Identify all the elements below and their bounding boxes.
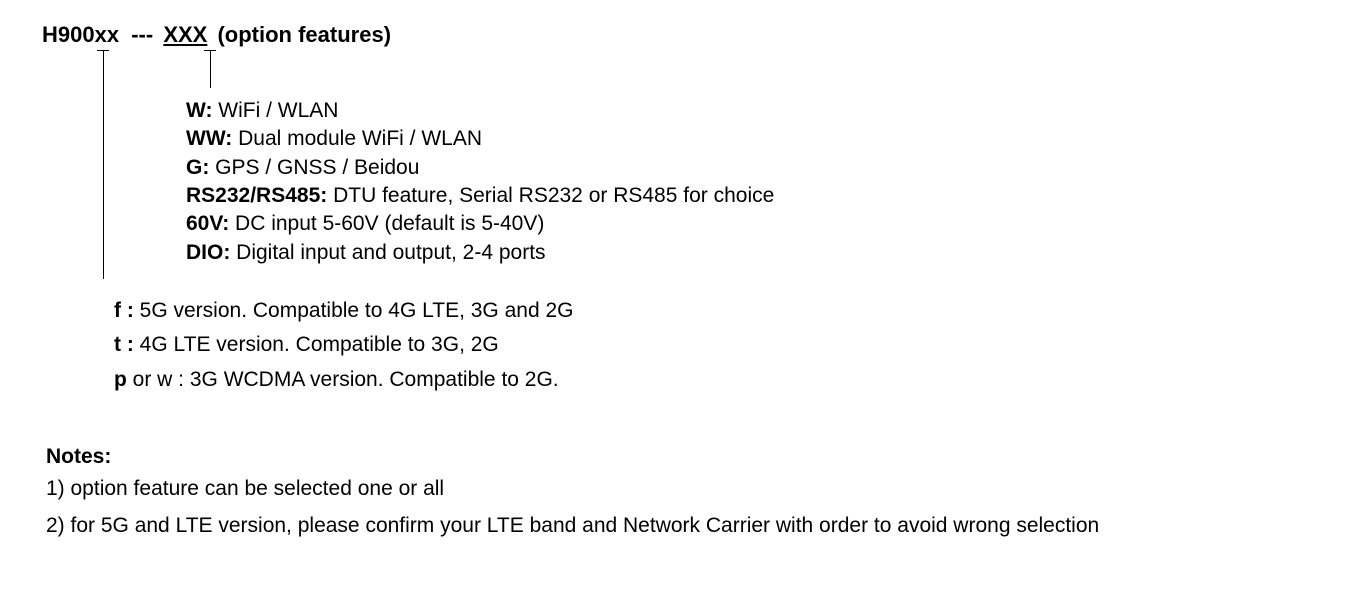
xxx-feature-row: G: GPS / GNSS / Beidou <box>186 154 774 182</box>
notes-item: 1) option feature can be selected one or… <box>46 475 1099 503</box>
xxx-feature-row: RS232/RS485: DTU feature, Serial RS232 o… <box>186 182 774 210</box>
tree-line-xx <box>103 50 104 279</box>
xx-version-row: f : 5G version. Compatible to 4G LTE, 3G… <box>114 297 573 325</box>
xxx-code: DIO: <box>186 241 230 264</box>
xxx-feature-row: DIO: Digital input and output, 2-4 ports <box>186 239 774 267</box>
notes-block: Notes: 1) option feature can be selected… <box>46 443 1099 548</box>
xx-desc: or w : 3G WCDMA version. Compatible to 2… <box>133 368 559 391</box>
xxx-desc: Digital input and output, 2-4 ports <box>230 241 545 264</box>
xxx-code: W: <box>186 99 212 122</box>
notes-item: 2) for 5G and LTE version, please confir… <box>46 512 1099 540</box>
title-model: H900xx <box>42 22 119 47</box>
notes-heading: Notes: <box>46 443 1099 471</box>
xx-desc: 4G LTE version. Compatible to 3G, 2G <box>140 333 499 356</box>
xxx-feature-row: 60V: DC input 5-60V (default is 5-40V) <box>186 210 774 238</box>
xxx-desc: Dual module WiFi / WLAN <box>232 127 482 150</box>
xx-code: p <box>114 368 133 391</box>
title-xxx: XXX <box>163 22 207 47</box>
page-root: H900xx --- XXX (option features) W: WiFi… <box>0 0 1360 604</box>
xxx-code: RS232/RS485: <box>186 184 327 207</box>
tree-tick-xx <box>97 50 109 51</box>
tree-tick-xxx <box>204 50 216 51</box>
xxx-feature-row: WW: Dual module WiFi / WLAN <box>186 125 774 153</box>
xxx-desc: DC input 5-60V (default is 5-40V) <box>229 212 544 235</box>
title-tail: (option features) <box>217 22 391 47</box>
xxx-desc: DTU feature, Serial RS232 or RS485 for c… <box>327 184 774 207</box>
title-dashes: --- <box>131 22 153 47</box>
xxx-desc: GPS / GNSS / Beidou <box>209 156 419 179</box>
xx-version-row: t : 4G LTE version. Compatible to 3G, 2G <box>114 331 573 359</box>
xxx-code: WW: <box>186 127 232 150</box>
xxx-desc: WiFi / WLAN <box>212 99 338 122</box>
xx-code: t : <box>114 333 140 356</box>
xx-version-row: p or w : 3G WCDMA version. Compatible to… <box>114 366 573 394</box>
xx-code: f : <box>114 299 140 322</box>
xxx-feature-row: W: WiFi / WLAN <box>186 97 774 125</box>
xx-version-list: f : 5G version. Compatible to 4G LTE, 3G… <box>114 297 573 400</box>
xxx-code: 60V: <box>186 212 229 235</box>
xxx-feature-list: W: WiFi / WLAN WW: Dual module WiFi / WL… <box>186 97 774 267</box>
xxx-code: G: <box>186 156 209 179</box>
title-row: H900xx --- XXX (option features) <box>42 20 391 50</box>
tree-line-xxx <box>210 50 211 88</box>
xx-desc: 5G version. Compatible to 4G LTE, 3G and… <box>140 299 574 322</box>
